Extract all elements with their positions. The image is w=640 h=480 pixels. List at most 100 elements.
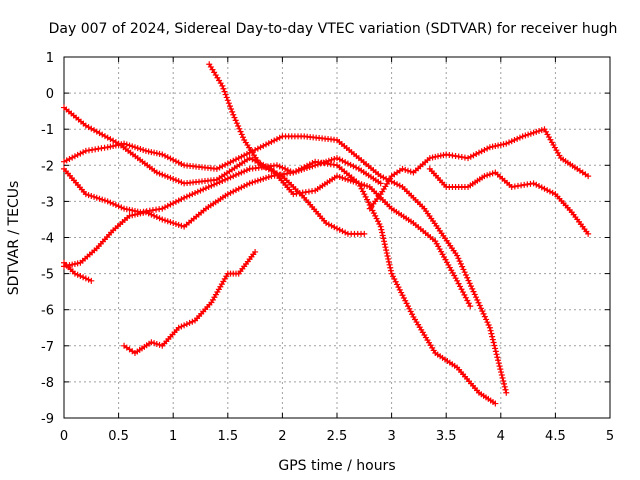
y-tick-label: -3 <box>41 195 54 210</box>
data-point <box>82 275 89 282</box>
data-point <box>121 140 128 147</box>
data-point <box>479 308 486 315</box>
data-point <box>404 303 411 310</box>
data-point <box>241 152 248 159</box>
series-s5 <box>61 259 95 284</box>
data-point <box>469 285 476 292</box>
data-point <box>227 189 234 196</box>
data-point <box>257 162 264 169</box>
data-point <box>232 117 239 124</box>
data-point <box>243 181 250 188</box>
data-point <box>175 197 182 204</box>
data-point <box>489 336 496 343</box>
data-point <box>276 134 283 141</box>
x-tick-label: 3.5 <box>436 429 457 444</box>
data-point <box>350 163 357 170</box>
data-point <box>159 205 166 212</box>
data-point <box>502 386 509 393</box>
data-point <box>236 125 243 132</box>
data-point <box>151 149 158 156</box>
data-point <box>254 177 261 184</box>
data-point <box>484 172 491 179</box>
data-point <box>377 180 384 187</box>
data-point <box>61 158 67 165</box>
data-point <box>484 319 491 326</box>
data-point <box>126 142 133 149</box>
data-point <box>224 160 231 167</box>
data-point <box>140 209 147 216</box>
data-point <box>385 258 392 265</box>
data-point <box>99 196 106 203</box>
data-point <box>232 156 239 163</box>
data-point <box>362 193 369 200</box>
data-point <box>293 168 300 175</box>
data-point <box>491 342 498 349</box>
x-tick-label: 2 <box>278 429 286 444</box>
data-point <box>66 155 73 162</box>
data-point <box>186 192 193 199</box>
data-point <box>342 229 349 236</box>
data-point <box>63 157 70 164</box>
data-point <box>172 158 179 165</box>
data-point <box>336 156 343 163</box>
data-point <box>112 202 119 209</box>
data-point <box>126 212 133 219</box>
data-point <box>325 221 332 228</box>
data-point <box>167 201 174 208</box>
data-point <box>88 192 95 199</box>
data-point <box>226 103 233 110</box>
data-point <box>303 162 310 169</box>
data-point <box>380 235 387 242</box>
data-point <box>530 129 537 136</box>
data-point <box>222 176 229 183</box>
data-point <box>85 192 92 199</box>
data-point <box>178 196 185 203</box>
data-point <box>235 122 242 129</box>
data-point <box>392 278 399 285</box>
data-point <box>164 202 171 209</box>
data-point <box>175 221 182 228</box>
data-point <box>370 210 377 217</box>
data-point <box>88 277 95 284</box>
data-point <box>235 155 242 162</box>
data-point <box>306 161 313 168</box>
data-point <box>486 171 493 178</box>
data-point <box>200 186 207 193</box>
data-point <box>522 132 529 139</box>
data-point <box>74 151 81 158</box>
data-point <box>334 225 340 232</box>
data-point <box>546 188 553 195</box>
data-point <box>223 94 230 101</box>
data-point <box>359 188 366 195</box>
data-point <box>470 152 477 159</box>
data-point <box>498 372 505 379</box>
grid-lines <box>64 57 610 418</box>
data-point <box>235 170 242 177</box>
data-point <box>471 291 478 298</box>
series-line <box>208 63 365 235</box>
data-point <box>263 174 270 181</box>
data-point <box>230 173 237 180</box>
data-point <box>164 154 171 161</box>
data-point <box>365 199 372 206</box>
data-point <box>238 131 245 138</box>
data-point <box>178 323 185 330</box>
data-point <box>219 177 226 184</box>
data-point <box>484 145 491 152</box>
data-point <box>364 183 371 190</box>
data-point <box>381 238 388 245</box>
data-point <box>213 165 220 172</box>
y-tick-label: 1 <box>46 51 54 66</box>
data-point <box>186 319 193 326</box>
data-point <box>279 164 286 171</box>
data-point <box>492 143 499 150</box>
data-point <box>162 217 169 224</box>
data-point <box>159 171 166 178</box>
data-point <box>437 152 444 159</box>
data-point <box>148 211 155 218</box>
data-point <box>170 220 177 227</box>
data-point <box>167 174 174 181</box>
data-point <box>467 303 474 310</box>
data-point <box>142 147 149 154</box>
